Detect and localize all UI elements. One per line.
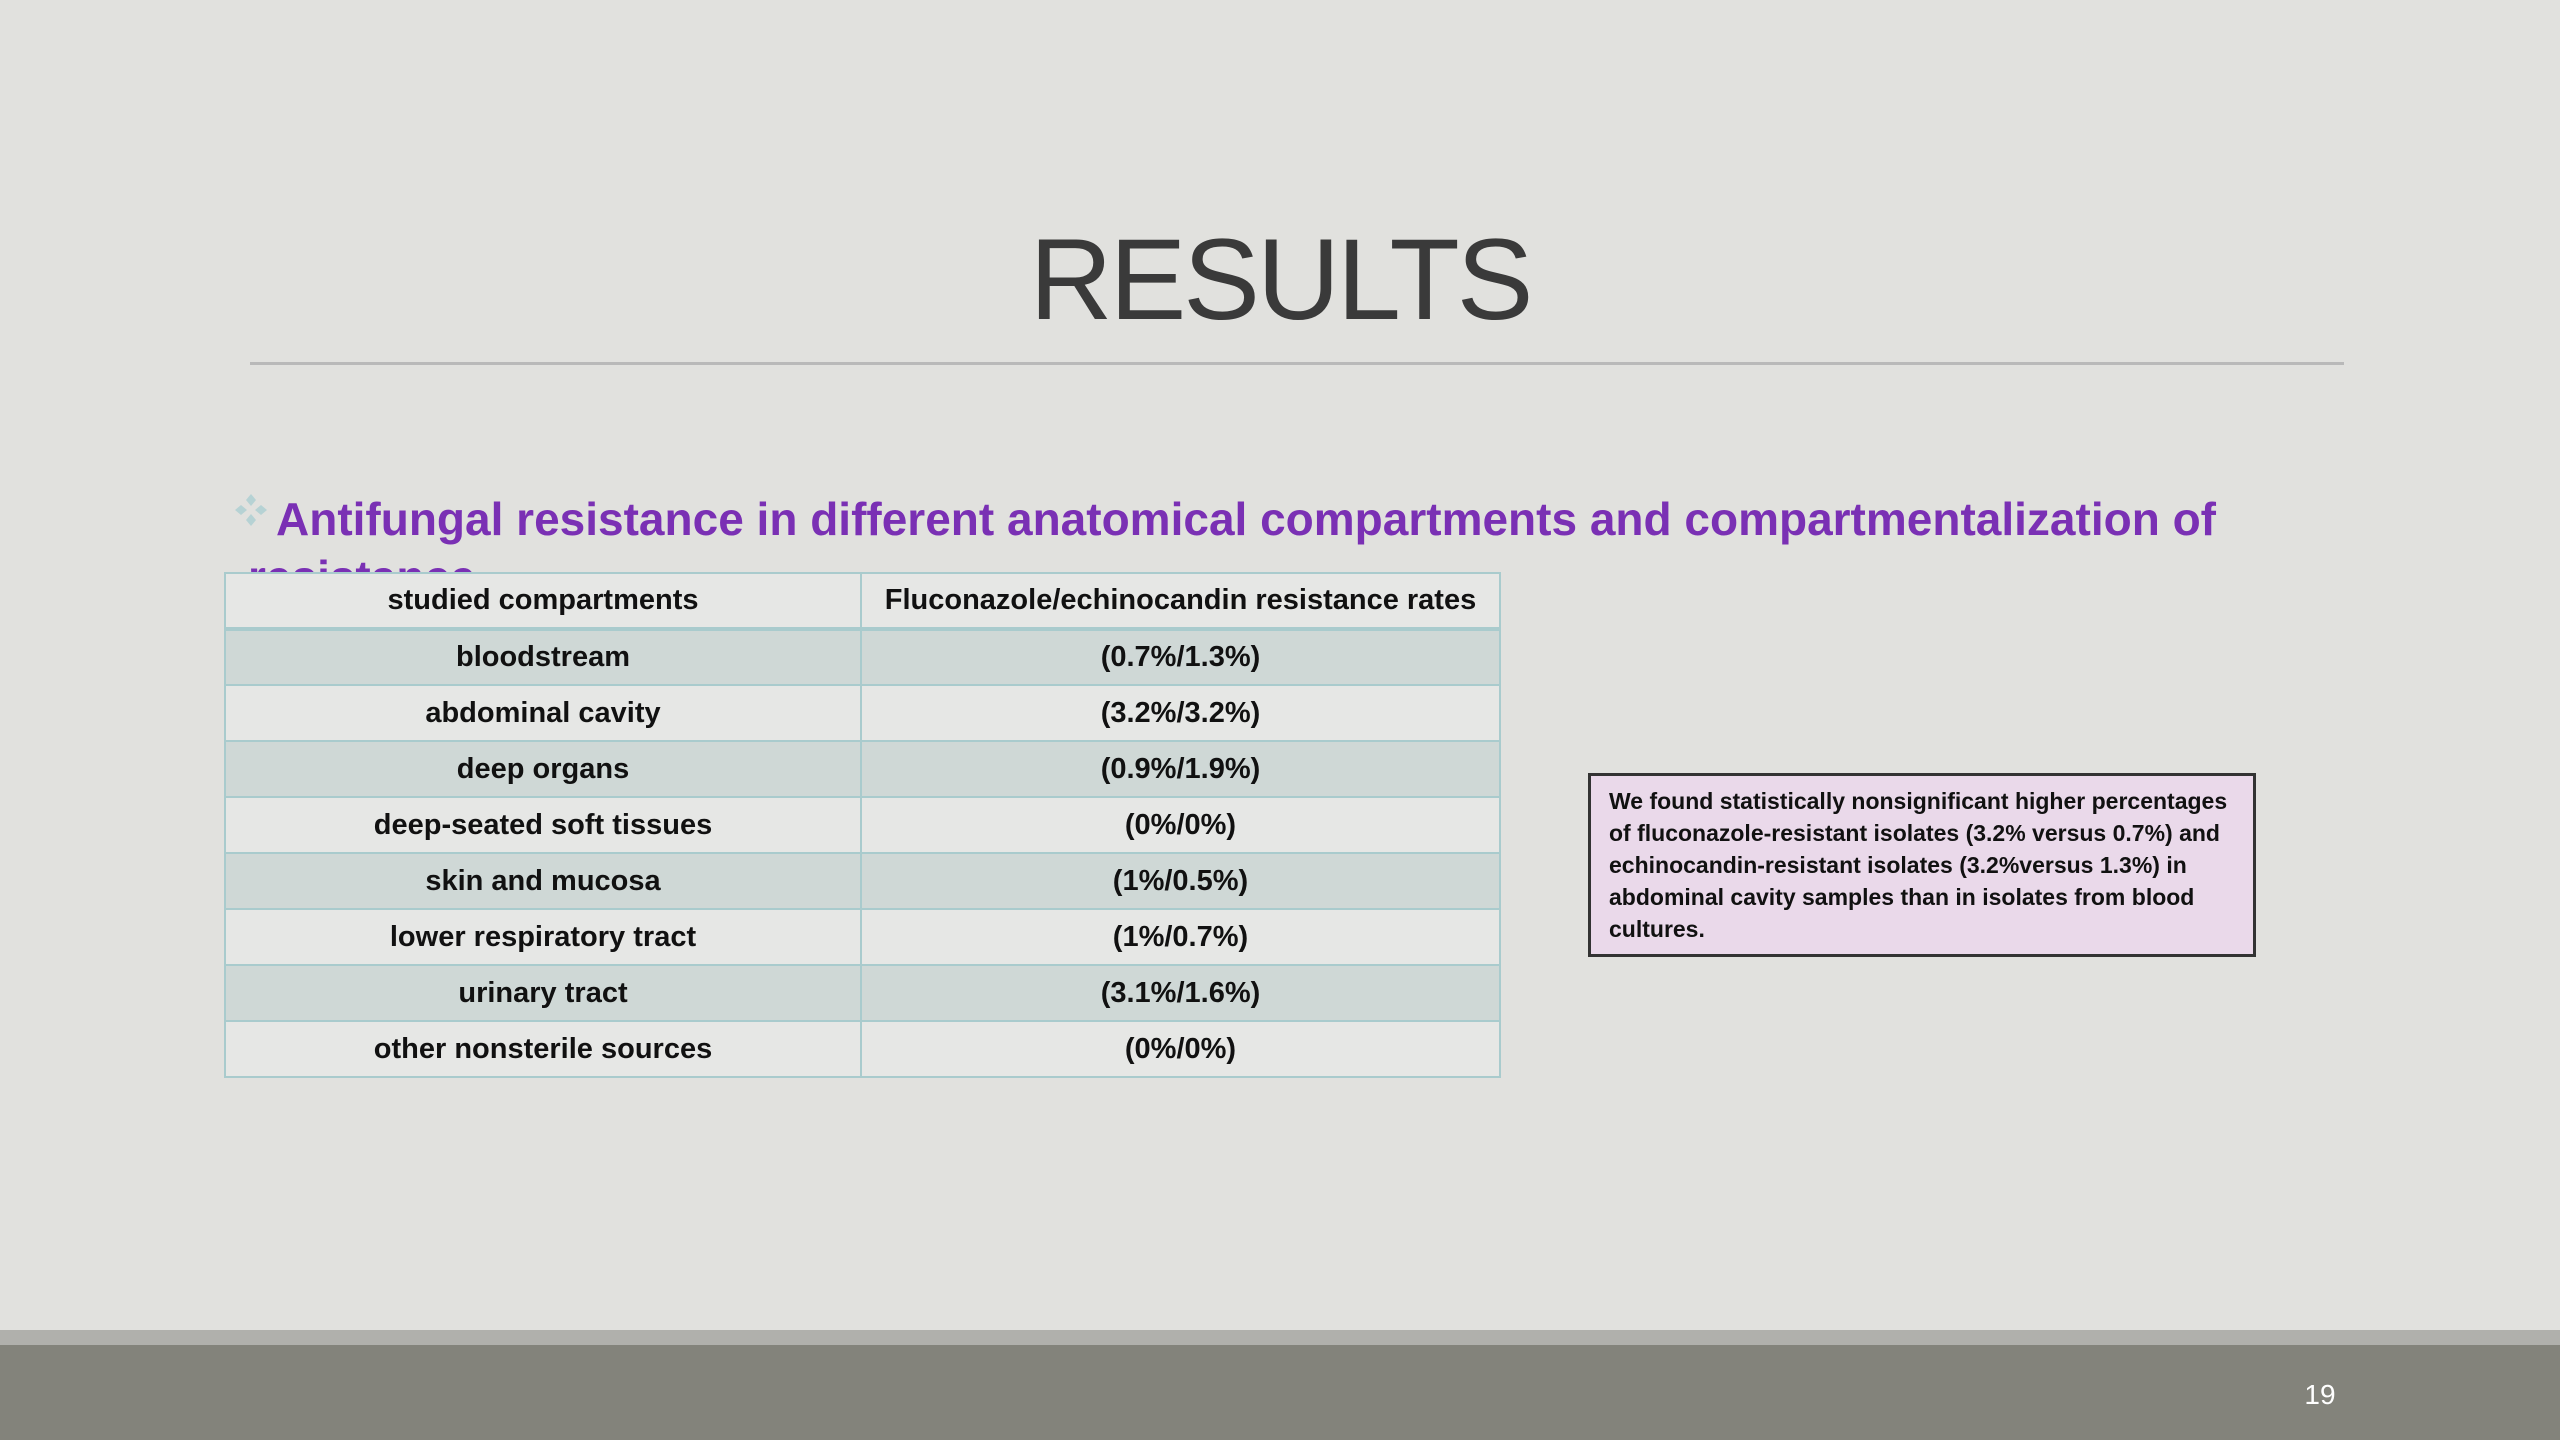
header-compartments: studied compartments	[224, 572, 862, 631]
compartment-cell: lower respiratory tract	[224, 908, 862, 966]
rate-cell: (1%/0.7%)	[860, 908, 1501, 966]
rate-cell: (0%/0%)	[860, 1020, 1501, 1078]
four-diamond-bullet-icon	[235, 494, 267, 526]
table-row: other nonsterile sources (0%/0%)	[224, 1020, 1501, 1078]
rate-cell: (3.1%/1.6%)	[860, 964, 1501, 1022]
compartment-cell: other nonsterile sources	[224, 1020, 862, 1078]
compartment-cell: urinary tract	[224, 964, 862, 1022]
compartment-cell: skin and mucosa	[224, 852, 862, 910]
rate-cell: (0%/0%)	[860, 796, 1501, 854]
page-number: 19	[2304, 1379, 2336, 1410]
rate-cell: (0.7%/1.3%)	[860, 628, 1501, 686]
resistance-table: studied compartments Fluconazole/echinoc…	[224, 572, 1501, 1078]
compartment-cell: deep-seated soft tissues	[224, 796, 862, 854]
findings-note-text: We found statistically nonsignificant hi…	[1609, 788, 2228, 942]
compartment-cell: deep organs	[224, 740, 862, 798]
rate-cell: (3.2%/3.2%)	[860, 684, 1501, 742]
table-row: deep-seated soft tissues (0%/0%)	[224, 796, 1501, 854]
table-row: skin and mucosa (1%/0.5%)	[224, 852, 1501, 910]
table-row: bloodstream (0.7%/1.3%)	[224, 628, 1501, 686]
footer-accent-bar	[0, 1330, 2560, 1345]
table-row: urinary tract (3.1%/1.6%)	[224, 964, 1501, 1022]
table-header-row: studied compartments Fluconazole/echinoc…	[224, 572, 1501, 631]
table-row: deep organs (0.9%/1.9%)	[224, 740, 1501, 798]
findings-note-box: We found statistically nonsignificant hi…	[1588, 773, 2256, 957]
rate-cell: (1%/0.5%)	[860, 852, 1501, 910]
title-divider	[250, 362, 2344, 365]
slide-title: RESULTS	[1029, 216, 1534, 344]
rate-cell: (0.9%/1.9%)	[860, 740, 1501, 798]
compartment-cell: abdominal cavity	[224, 684, 862, 742]
compartment-cell: bloodstream	[224, 628, 862, 686]
header-resistance-rates: Fluconazole/echinocandin resistance rate…	[860, 572, 1501, 631]
table-row: abdominal cavity (3.2%/3.2%)	[224, 684, 1501, 742]
footer-bar	[0, 1345, 2560, 1440]
table-row: lower respiratory tract (1%/0.7%)	[224, 908, 1501, 966]
